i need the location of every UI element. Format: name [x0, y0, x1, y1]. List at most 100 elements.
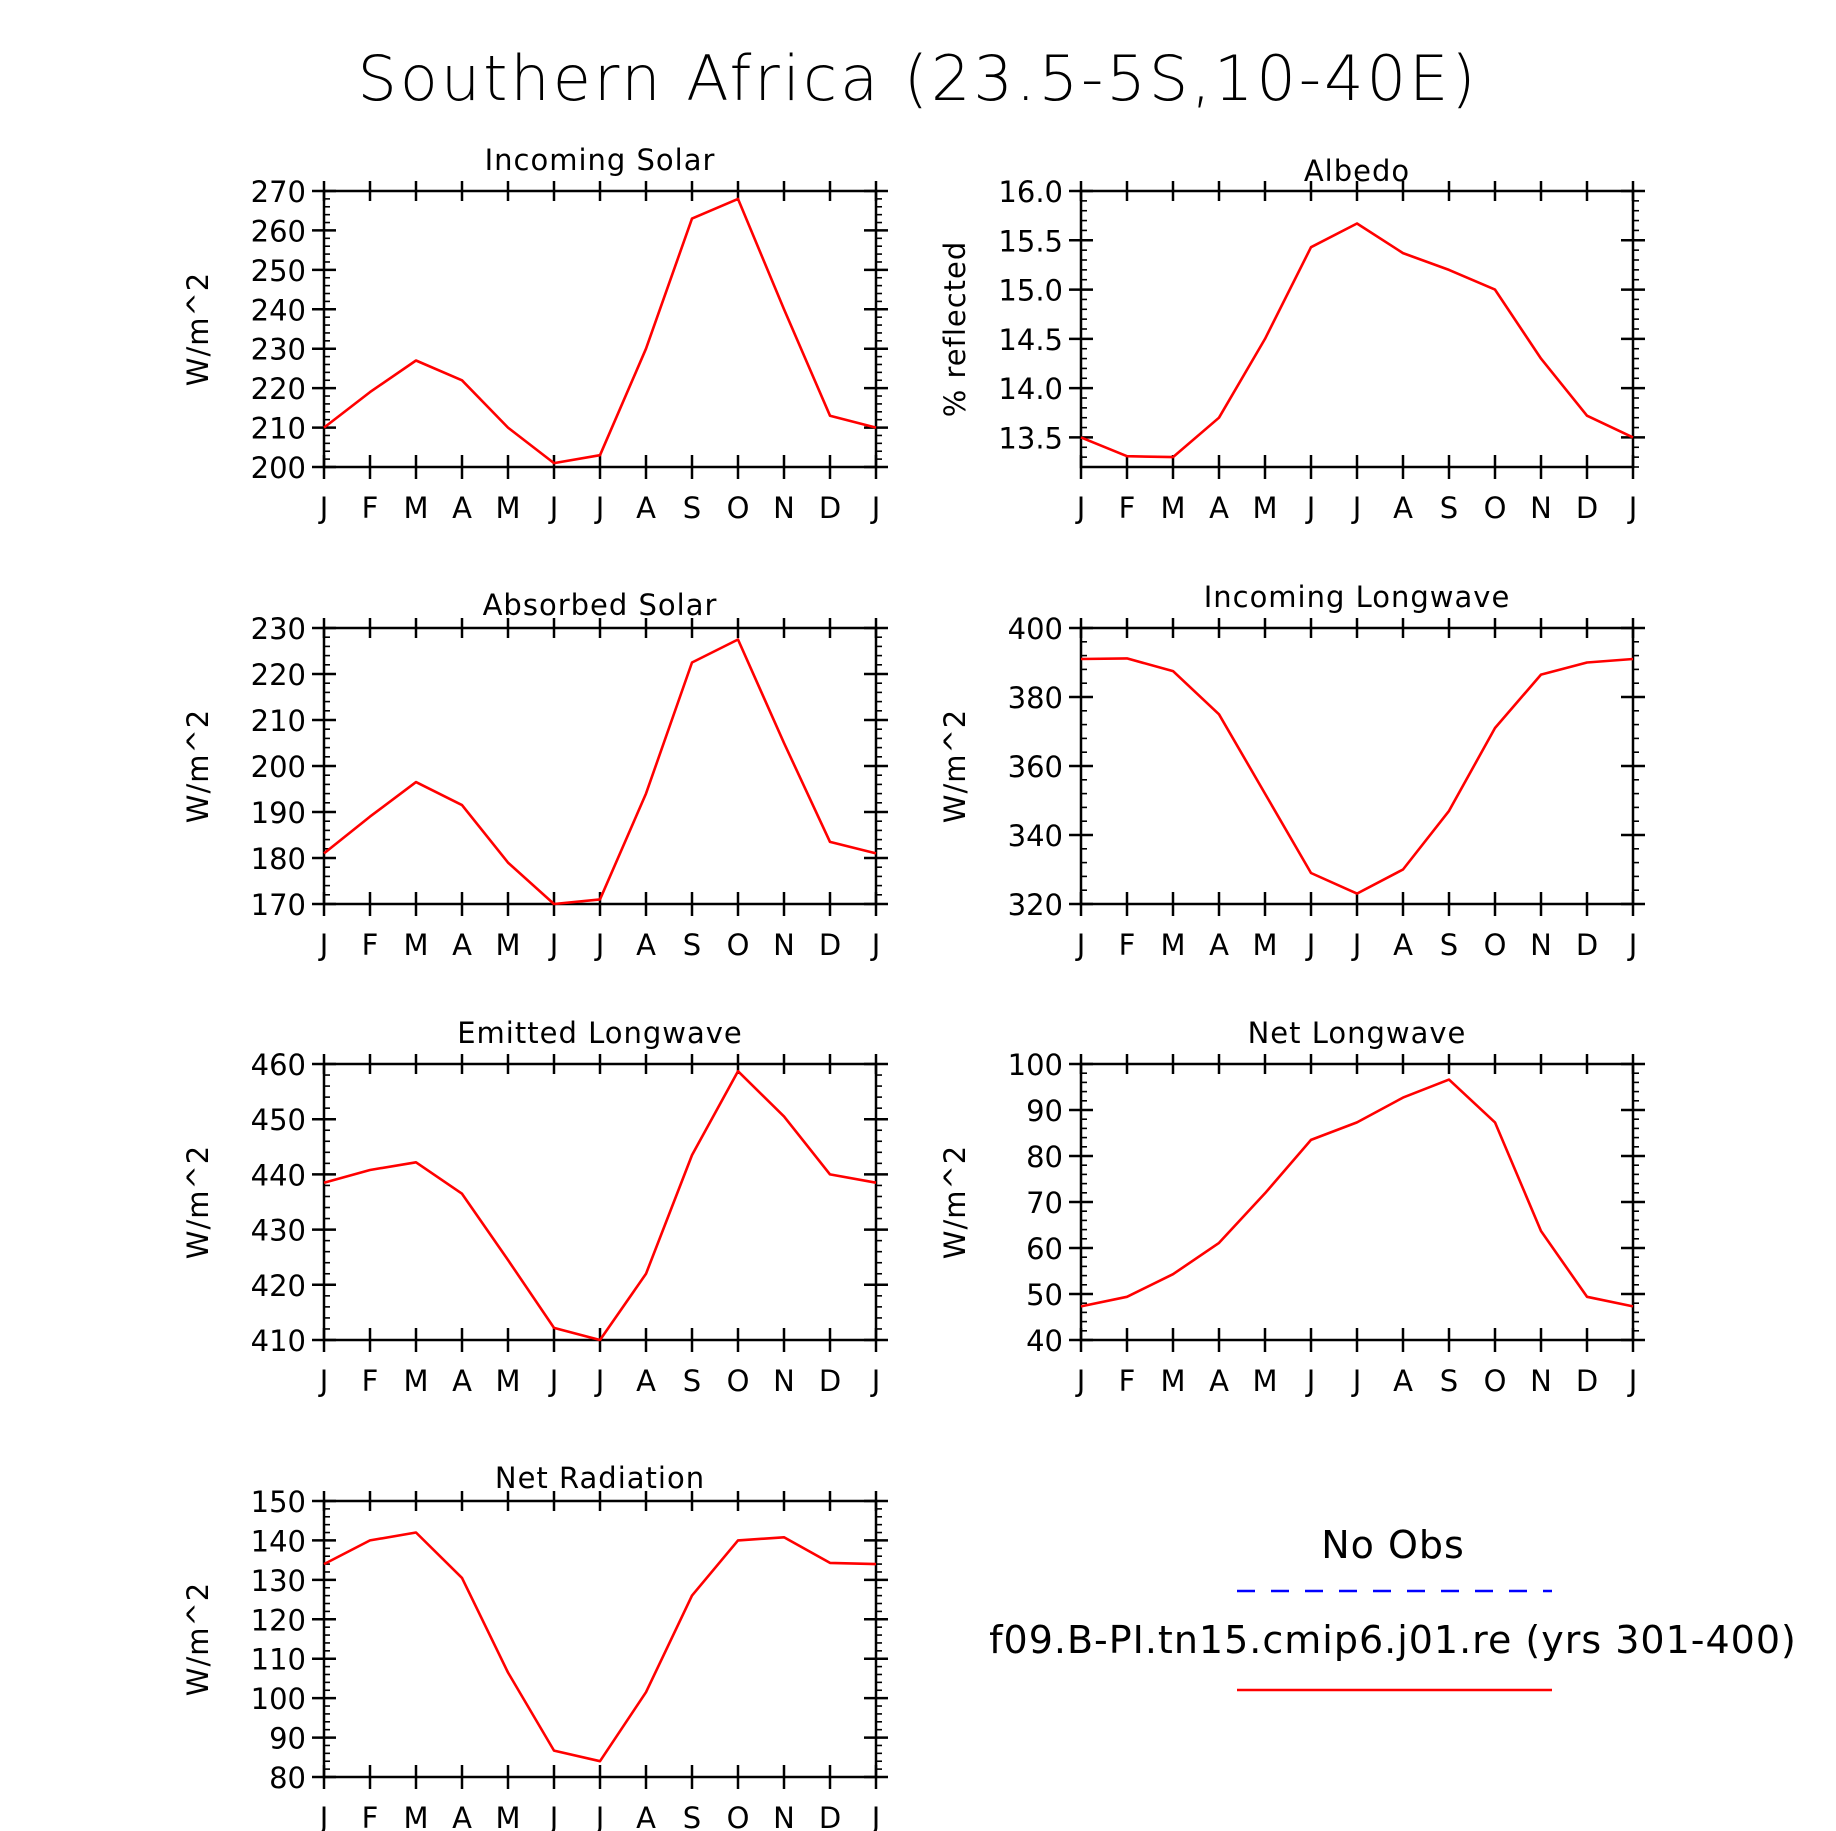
y-tick-label: 240	[251, 293, 306, 327]
x-tick-label: M	[1252, 1364, 1277, 1398]
x-tick-label: A	[452, 928, 472, 962]
x-tick-label: J	[1351, 1364, 1362, 1398]
x-tick-label: S	[683, 1801, 701, 1831]
x-tick-label: J	[548, 1364, 559, 1398]
y-tick-label: 40	[1026, 1324, 1063, 1358]
x-tick-label: M	[1160, 1364, 1185, 1398]
y-tick-label: 380	[1008, 681, 1063, 715]
y-tick-label: 170	[251, 888, 306, 922]
x-tick-label: J	[548, 491, 559, 525]
y-tick-label: 460	[251, 1048, 306, 1082]
y-axis-label: W/m^2	[181, 1582, 215, 1696]
x-tick-label: J	[1305, 928, 1316, 962]
series-line	[323, 638, 877, 906]
y-tick-label: 70	[1026, 1186, 1063, 1220]
x-tick-label: J	[318, 928, 329, 962]
x-tick-label: A	[636, 491, 656, 525]
x-tick-label: A	[1393, 1364, 1413, 1398]
y-tick-label: 15.0	[998, 274, 1063, 308]
x-tick-label: S	[683, 928, 701, 962]
x-tick-label: F	[362, 1801, 379, 1831]
series-group	[323, 1069, 877, 1342]
series-line	[1080, 657, 1634, 895]
panel-title: Net Radiation	[495, 1461, 705, 1495]
series-group	[1080, 222, 1634, 459]
y-axis-label: W/m^2	[181, 272, 215, 386]
x-tick-label: N	[1530, 491, 1552, 525]
y-tick-label: 450	[251, 1103, 306, 1137]
y-tick-label: 14.5	[998, 323, 1063, 357]
x-tick-label: O	[727, 1801, 750, 1831]
series-line	[323, 197, 877, 465]
y-ticks: 80 90 100 110 120 130 140 150	[251, 1485, 888, 1795]
y-tick-label: 15.5	[998, 224, 1063, 258]
series-line	[323, 1531, 877, 1763]
x-tick-label: J	[318, 1801, 329, 1831]
y-tick-label: 360	[1008, 750, 1063, 784]
y-axis-label: W/m^2	[181, 1145, 215, 1259]
x-tick-label: J	[1075, 491, 1086, 525]
x-tick-label: J	[870, 928, 881, 962]
y-tick-label: 440	[251, 1158, 306, 1192]
x-tick-label: A	[636, 1801, 656, 1831]
y-tick-label: 80	[269, 1761, 306, 1795]
x-tick-label: M	[495, 1364, 520, 1398]
x-tick-label: N	[773, 1364, 795, 1398]
panel-title: Incoming Solar	[485, 143, 716, 177]
y-tick-label: 220	[251, 658, 306, 692]
x-tick-label: M	[403, 928, 428, 962]
x-tick-label: S	[683, 1364, 701, 1398]
y-tick-label: 13.5	[998, 421, 1063, 455]
y-ticks: 13.5 14.0 14.5 15.0 15.5 16.0	[998, 175, 1645, 468]
x-tick-label: A	[1209, 1364, 1229, 1398]
y-tick-label: 90	[1026, 1094, 1063, 1128]
y-tick-label: 140	[251, 1524, 306, 1558]
y-tick-label: 270	[251, 175, 306, 209]
panel-title: Net Longwave	[1248, 1016, 1467, 1050]
x-tick-label: J	[1305, 1364, 1316, 1398]
y-ticks: 170 180 190 200 210 220 230	[251, 612, 888, 922]
y-ticks: 200 210 220 230 240 250 260 270	[251, 175, 888, 485]
y-ticks: 40 50 60 70 80 90 100	[1008, 1048, 1645, 1358]
y-axis-label: W/m^2	[181, 709, 215, 823]
y-ticks: 320 340 360 380 400	[1008, 612, 1645, 922]
x-tick-label: F	[1119, 491, 1136, 525]
series-group	[1080, 657, 1634, 895]
y-tick-label: 50	[1026, 1278, 1063, 1312]
x-tick-label: N	[773, 1801, 795, 1831]
series-group	[323, 638, 877, 906]
y-tick-label: 180	[251, 842, 306, 876]
y-tick-label: 320	[1008, 888, 1063, 922]
y-tick-label: 230	[251, 612, 306, 646]
legend-model-label: f09.B-PI.tn15.cmip6.j01.re (yrs 301-400)	[989, 1618, 1797, 1662]
series-line	[1080, 222, 1634, 459]
x-tick-label: J	[1305, 491, 1316, 525]
y-tick-label: 200	[251, 451, 306, 485]
x-tick-label: M	[495, 1801, 520, 1831]
x-tick-label: N	[773, 928, 795, 962]
x-tick-label: M	[403, 491, 428, 525]
x-tick-label: D	[1576, 491, 1598, 525]
series-group	[323, 1531, 877, 1763]
x-tick-label: D	[1576, 928, 1598, 962]
x-tick-label: A	[1393, 491, 1413, 525]
y-tick-label: 200	[251, 750, 306, 784]
x-tick-label: J	[594, 1364, 605, 1398]
x-tick-label: S	[1440, 491, 1458, 525]
y-tick-label: 80	[1026, 1140, 1063, 1174]
x-tick-label: J	[1627, 1364, 1638, 1398]
x-tick-label: J	[1075, 928, 1086, 962]
y-tick-label: 410	[251, 1324, 306, 1358]
y-axis-label: W/m^2	[938, 709, 972, 823]
